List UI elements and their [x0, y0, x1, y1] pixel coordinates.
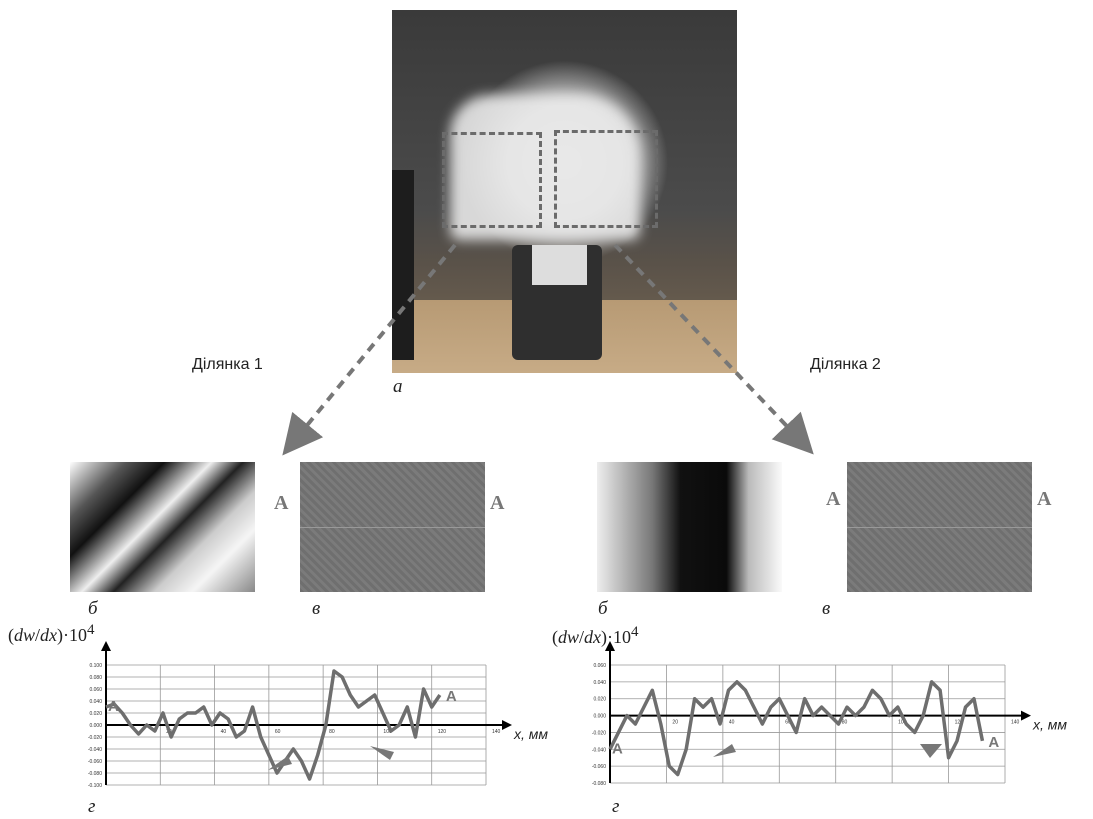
chart-2-ylabel: (dw/dx)·104 [552, 624, 639, 647]
arrow-to-region-2 [613, 243, 814, 455]
x-tick-label: 60 [785, 720, 791, 726]
panel-label-g-2: г [612, 796, 620, 817]
specimen-photo [392, 10, 737, 373]
curve-end-marker: A [988, 734, 999, 751]
y-tick-label: -0.040 [592, 747, 606, 753]
defect-arrow [920, 744, 942, 758]
x-tick-label: 40 [221, 729, 227, 735]
chart-1: -0.100 -0.080 -0.060 -0.040 -0.020 0.000 0.020… [88, 641, 548, 789]
chart-2: -0.080 -0.060 -0.040 -0.020 0.000 0.020 0.040 0… [592, 641, 1067, 787]
section-marker-right-2: A [1037, 488, 1052, 510]
panel-label-b-1: б [88, 598, 98, 619]
x-tick-label: 100 [898, 720, 907, 726]
x-tick-label: 60 [275, 729, 281, 735]
arrow-to-region-1 [282, 243, 457, 456]
series-line [105, 669, 442, 781]
region-2-image-b [597, 462, 782, 592]
y-tick-label: -0.080 [592, 781, 606, 787]
defect-arrow [713, 744, 736, 757]
region-1-image-v [300, 462, 485, 592]
y-tick-label: -0.020 [592, 730, 606, 736]
y-tick-label: 0.020 [89, 711, 102, 717]
y-tick-label: 0.040 [89, 699, 102, 705]
illuminated-area [450, 95, 640, 240]
panel-label-g-1: г [88, 796, 96, 817]
panel-label-a: а [393, 376, 403, 397]
x-tick-label: 120 [955, 720, 964, 726]
panel-label-v-1: в [312, 598, 321, 619]
x-tick-label: 100 [383, 729, 392, 735]
x-tick-label: 80 [329, 729, 335, 735]
vise-clamp [532, 245, 587, 285]
x-axis-label: x, мм [513, 726, 548, 742]
y-tick-label: -0.060 [88, 759, 102, 765]
y-tick-label: 0.000 [593, 714, 606, 720]
series-line [608, 680, 985, 777]
region-1-image-b [70, 462, 255, 592]
y-axis-arrow [101, 641, 111, 651]
defect-arrow [370, 746, 394, 760]
curve-end-marker: A [446, 688, 457, 705]
x-axis-arrow [502, 720, 512, 730]
x-tick-label: 140 [1011, 720, 1020, 726]
section-marker-left-1: A [274, 492, 289, 514]
x-tick-label: 140 [492, 729, 501, 735]
y-tick-label: -0.040 [88, 747, 102, 753]
chart-1-ylabel: (dw/dx)·104 [8, 622, 95, 645]
y-tick-label: 0.020 [593, 697, 606, 703]
y-tick-label: 0.040 [593, 680, 606, 686]
y-tick-label: 0.060 [89, 687, 102, 693]
region-2-box [554, 130, 658, 228]
y-tick-label: -0.080 [88, 771, 102, 777]
x-tick-label: 40 [729, 720, 735, 726]
curve-start-marker: A [612, 740, 623, 757]
x-axis-label: x, мм [1032, 717, 1067, 733]
y-tick-label: 0.080 [89, 675, 102, 681]
region-1-box [442, 132, 542, 228]
section-marker-right-1: A [490, 492, 505, 514]
y-tick-label: -0.100 [88, 783, 102, 789]
y-tick-label: -0.020 [88, 735, 102, 741]
y-tick-label: 0.100 [89, 663, 102, 669]
curve-start-marker: A [108, 698, 119, 715]
y-tick-label: 0.060 [593, 663, 606, 669]
x-tick-label: 120 [438, 729, 447, 735]
region-2-image-v [847, 462, 1032, 592]
section-marker-left-2: A [826, 488, 841, 510]
x-axis-arrow [1021, 710, 1031, 721]
y-tick-label: 0.000 [89, 723, 102, 729]
region-2-label: Ділянка 2 [810, 356, 881, 373]
defect-arrow [268, 756, 292, 770]
x-tick-label: 20 [672, 720, 678, 726]
region-1-label: Ділянка 1 [192, 356, 263, 373]
panel-label-v-2: в [822, 598, 831, 619]
panel-label-b-2: б [598, 598, 608, 619]
x-tick-label: 80 [842, 720, 848, 726]
y-axis-arrow [605, 641, 615, 651]
y-tick-label: -0.060 [592, 764, 606, 770]
